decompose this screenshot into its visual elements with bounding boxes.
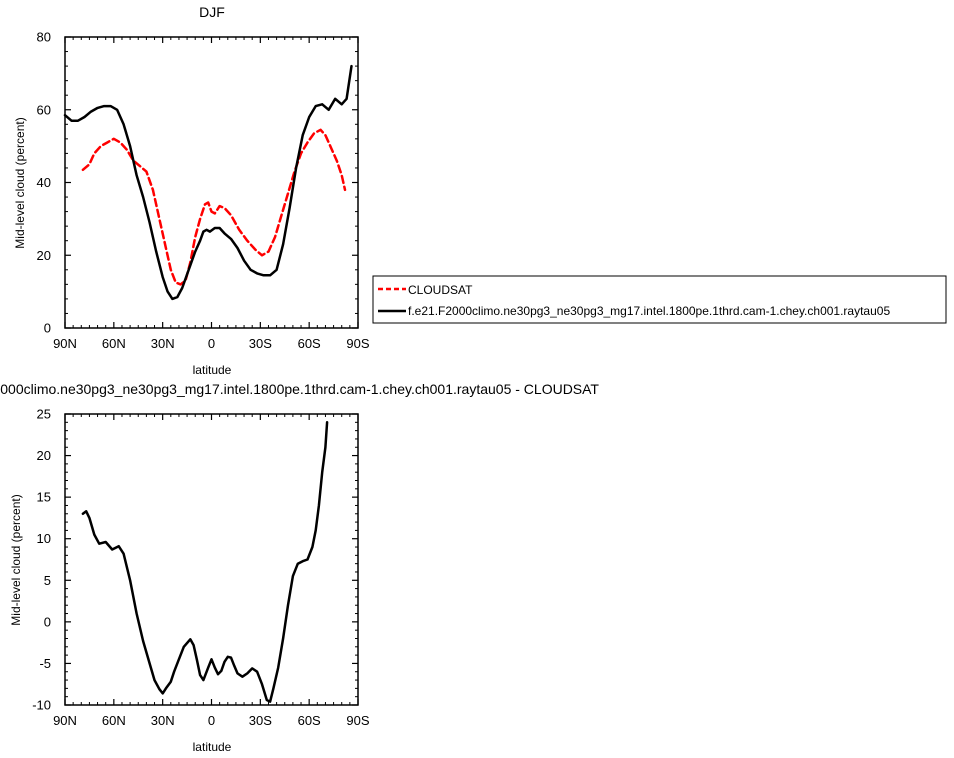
bottom-series-line-difference <box>81 421 329 703</box>
bottom-x-tick-label: 30N <box>151 713 175 728</box>
top-x-tick-label: 60S <box>298 336 321 351</box>
bottom-y-tick-label: 0 <box>44 614 51 629</box>
bottom-chart-title: f.e21.F2000climo.ne30pg3_ne30pg3_mg17.in… <box>0 381 599 397</box>
bottom-chart-panel: f.e21.F2000climo.ne30pg3_ne30pg3_mg17.in… <box>0 381 599 754</box>
top-plot-frame <box>64 36 359 329</box>
bottom-y-tick-label: 15 <box>37 490 51 505</box>
bottom-y-axis-label: Mid-level cloud (percent) <box>9 494 23 625</box>
top-chart-ticks: 90N 60N 30N 0 30S 60S 90S 0 20 40 60 80 <box>37 30 370 352</box>
top-x-tick-label: 30N <box>151 336 175 351</box>
top-y-tick-label: 0 <box>44 321 51 336</box>
top-chart-title: DJF <box>199 4 225 20</box>
top-x-axis-label: latitude <box>193 363 232 377</box>
legend-box <box>372 275 947 324</box>
bottom-x-tick-label: 60N <box>102 713 126 728</box>
top-series-line-cloudsat <box>81 128 347 286</box>
legend-label-cloudsat: CLOUDSAT <box>408 283 473 297</box>
bottom-y-tick-label: -5 <box>39 656 51 671</box>
bottom-y-tick-label: 5 <box>44 573 51 588</box>
top-y-tick-label: 80 <box>37 30 51 45</box>
top-x-tick-label: 90S <box>346 336 369 351</box>
legend: CLOUDSAT f.e21.F2000climo.ne30pg3_ne30pg… <box>372 275 947 324</box>
bottom-x-tick-label: 90S <box>346 713 369 728</box>
top-y-tick-label: 40 <box>37 175 51 190</box>
top-x-tick-label: 60N <box>102 336 126 351</box>
bottom-x-tick-label: 90N <box>53 713 77 728</box>
bottom-chart-series-group <box>81 421 329 703</box>
bottom-y-tick-label: 25 <box>37 407 51 422</box>
top-x-tick-label: 0 <box>208 336 215 351</box>
top-x-tick-label: 30S <box>249 336 272 351</box>
top-y-tick-label: 20 <box>37 248 51 263</box>
bottom-x-tick-label: 30S <box>249 713 272 728</box>
bottom-x-tick-label: 60S <box>298 713 321 728</box>
bottom-y-tick-label: 10 <box>37 531 51 546</box>
top-chart-panel: DJF 90N 60N 30N 0 30S 60S 90S 0 20 40 60 80 latitud… <box>13 4 370 377</box>
top-y-tick-label: 60 <box>37 102 51 117</box>
bottom-x-tick-label: 0 <box>208 713 215 728</box>
legend-label-model: f.e21.F2000climo.ne30pg3_ne30pg3_mg17.in… <box>408 304 890 318</box>
top-series-line-model <box>63 64 353 301</box>
top-chart-series-group <box>63 64 353 301</box>
bottom-chart-ticks: 90N 60N 30N 0 30S 60S 90S -10 -5 0 5 10 15 20 25 <box>32 407 370 729</box>
bottom-x-axis-label: latitude <box>193 740 232 754</box>
top-x-tick-label: 90N <box>53 336 77 351</box>
bottom-y-tick-label: 20 <box>37 448 51 463</box>
bottom-y-tick-label: -10 <box>32 698 51 713</box>
top-y-axis-label: Mid-level cloud (percent) <box>13 117 27 248</box>
